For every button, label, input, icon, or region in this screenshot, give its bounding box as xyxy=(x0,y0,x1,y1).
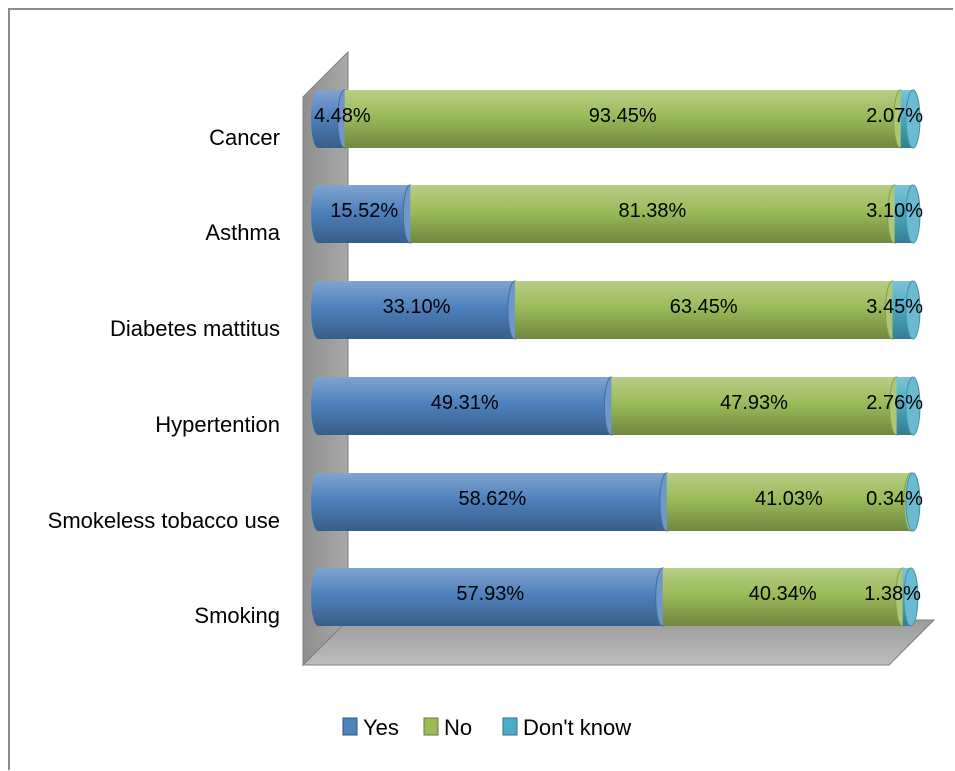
bar-segment xyxy=(311,376,619,436)
data-label: 41.03% xyxy=(755,488,823,510)
bar-body xyxy=(318,281,515,339)
legend-item: Yes xyxy=(342,715,399,740)
legend-label: No xyxy=(444,715,472,740)
legend-item: No xyxy=(423,715,472,740)
data-label: 3.10% xyxy=(866,200,923,222)
category-label: Asthma xyxy=(205,220,280,245)
bar-segment xyxy=(666,472,919,532)
bar-end-cap xyxy=(905,472,921,532)
bar-body xyxy=(318,568,663,626)
legend-swatch xyxy=(423,717,439,736)
data-label: 63.45% xyxy=(670,296,738,318)
data-label: 58.62% xyxy=(458,488,526,510)
bar-body xyxy=(662,568,903,626)
bar-row: 15.52% 81.38% 3.10% xyxy=(311,184,923,244)
category-label: Hypertention xyxy=(155,412,280,437)
bar-body xyxy=(514,281,893,339)
bar-segment xyxy=(311,280,523,340)
bar-start-cap xyxy=(311,473,325,531)
bar-segment xyxy=(892,280,921,340)
bar-segment xyxy=(902,567,919,627)
bar-start-cap xyxy=(311,377,325,435)
legend: Yes No Don't know xyxy=(342,715,631,740)
bars: 4.48% 93.45% 2.07% 15.52% 81.38% 3.10% 33.10% 6… xyxy=(311,89,923,627)
bar-row: 49.31% 47.93% 2.76% xyxy=(311,376,923,436)
data-label: 15.52% xyxy=(330,200,398,222)
legend-label: Don't know xyxy=(523,715,631,740)
bar-row: 33.10% 63.45% 3.45% xyxy=(311,280,923,340)
category-label: Diabetes mattitus xyxy=(110,316,280,341)
bar-end-cap xyxy=(903,567,919,627)
bar-end-cap xyxy=(905,89,921,149)
legend-swatch xyxy=(342,717,358,736)
legend-item: Don't know xyxy=(502,715,631,740)
legend-swatch xyxy=(502,717,518,736)
data-label: 2.07% xyxy=(866,105,923,127)
data-label: 81.38% xyxy=(618,200,686,222)
bar-body xyxy=(318,377,612,435)
bar-row: 57.93% 40.34% 1.38% xyxy=(311,567,921,627)
data-label: 4.48% xyxy=(314,105,371,127)
data-label: 3.45% xyxy=(866,296,923,318)
bar-end-cap xyxy=(905,280,921,340)
data-label: 33.10% xyxy=(383,296,451,318)
floor xyxy=(301,619,936,666)
bar-body xyxy=(611,377,897,435)
bar-body xyxy=(344,90,901,148)
bar-start-cap xyxy=(311,281,325,339)
bar-segment xyxy=(514,280,900,340)
data-label: 57.93% xyxy=(456,583,524,605)
category-axis: Cancer Asthma Diabetes mattitus Hypertentio… xyxy=(48,125,281,628)
category-label: Smoking xyxy=(194,603,280,628)
data-label: 47.93% xyxy=(720,392,788,414)
bar-segment xyxy=(900,89,921,149)
legend-label: Yes xyxy=(363,715,399,740)
bar-body xyxy=(318,185,411,243)
chart-frame xyxy=(8,8,953,770)
bar-end-cap xyxy=(905,184,921,244)
bar-row: 4.48% 93.45% 2.07% xyxy=(311,89,923,149)
bar-start-cap xyxy=(311,90,325,148)
bar-start-cap xyxy=(311,185,325,243)
data-label: 1.38% xyxy=(864,583,921,605)
bar-row: 58.62% 41.03% 0.34% xyxy=(311,472,923,532)
data-label: 0.34% xyxy=(866,488,923,510)
bar-body xyxy=(666,473,911,531)
category-label: Cancer xyxy=(209,125,280,150)
bar-body xyxy=(410,185,895,243)
category-label: Smokeless tobacco use xyxy=(48,508,280,533)
bar-segment xyxy=(905,472,921,532)
data-label: 93.45% xyxy=(589,105,657,127)
bar-body xyxy=(318,473,667,531)
bar-segment xyxy=(894,184,921,244)
data-label: 49.31% xyxy=(431,392,499,414)
bar-end-cap xyxy=(905,376,921,436)
bar-segment xyxy=(896,376,921,436)
data-label: 2.76% xyxy=(866,392,923,414)
bar-start-cap xyxy=(311,568,325,626)
data-label: 40.34% xyxy=(749,583,817,605)
